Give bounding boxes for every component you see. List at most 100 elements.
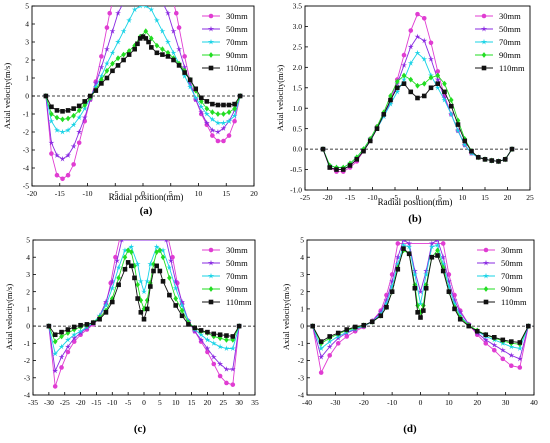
y-tick-label: -2 <box>298 356 304 365</box>
data-point-110mm <box>125 260 131 265</box>
data-point-50mm <box>326 343 333 350</box>
x-tick-label: 40 <box>530 398 538 407</box>
legend-marker <box>483 286 489 292</box>
data-point-50mm <box>115 10 121 16</box>
data-point-50mm <box>71 335 78 341</box>
data-point-30mm <box>428 40 434 46</box>
data-point-110mm <box>167 292 172 298</box>
data-point-50mm <box>58 354 65 360</box>
data-point-30mm <box>224 380 229 386</box>
data-point-70mm <box>220 119 227 126</box>
data-point-110mm <box>388 97 393 103</box>
data-point-30mm <box>408 28 414 33</box>
data-point-30mm <box>483 341 489 346</box>
data-point-90mm <box>143 28 149 35</box>
data-point-30mm <box>76 140 82 146</box>
data-point-90mm <box>76 107 82 114</box>
data-point-50mm <box>52 367 59 374</box>
data-point-30mm <box>210 133 215 138</box>
data-point-70mm <box>210 340 217 346</box>
data-point-70mm <box>209 116 216 122</box>
y-tick-label: 5 <box>25 2 29 11</box>
x-tick-label: 30 <box>235 398 243 407</box>
data-point-110mm <box>236 323 242 329</box>
x-tick-label: 0 <box>142 398 146 407</box>
data-point-110mm <box>149 45 154 50</box>
data-point-50mm <box>204 345 211 352</box>
legend-label: 30mm <box>499 11 521 21</box>
data-point-90mm <box>394 78 400 85</box>
data-point-110mm <box>52 332 58 338</box>
x-tick-label: -5 <box>392 193 398 202</box>
data-point-30mm <box>211 361 217 367</box>
data-point-90mm <box>132 42 137 49</box>
data-point-110mm <box>121 57 126 63</box>
data-point-50mm <box>335 335 342 341</box>
data-point-110mm <box>406 251 412 257</box>
data-point-50mm <box>170 28 177 34</box>
data-point-50mm <box>394 254 401 260</box>
data-point-110mm <box>500 337 506 343</box>
y-tick-label: 2 <box>300 287 304 296</box>
legend-marker <box>208 286 214 292</box>
data-point-110mm <box>327 165 333 170</box>
series-line-30mm <box>322 13 513 173</box>
y-tick-label: 5 <box>26 236 30 245</box>
legend-marker <box>481 65 487 71</box>
data-point-30mm <box>217 373 223 379</box>
data-point-110mm <box>526 323 531 329</box>
data-point-50mm <box>423 267 430 274</box>
y-axis-label: Axial velocity(m/s) <box>4 284 14 351</box>
x-tick-label: 25 <box>220 398 228 407</box>
data-point-70mm <box>417 300 424 307</box>
data-point-110mm <box>347 163 353 168</box>
data-point-50mm <box>457 309 464 315</box>
data-point-70mm <box>170 49 177 56</box>
data-point-30mm <box>165 234 170 239</box>
data-point-90mm <box>154 249 159 255</box>
data-point-110mm <box>84 322 90 327</box>
data-point-30mm <box>176 25 182 30</box>
legend-marker <box>483 259 489 266</box>
data-point-70mm <box>137 278 144 284</box>
data-point-90mm <box>60 116 65 123</box>
data-point-30mm <box>59 365 64 370</box>
x-tick-label: -40 <box>302 398 312 407</box>
series-line-70mm <box>312 244 529 350</box>
data-point-110mm <box>126 52 132 57</box>
data-point-50mm <box>119 240 124 243</box>
data-point-30mm <box>226 133 232 138</box>
legend-label: 90mm <box>226 50 248 60</box>
data-point-90mm <box>421 302 426 309</box>
data-point-70mm <box>153 17 160 23</box>
data-point-110mm <box>221 102 226 108</box>
data-point-110mm <box>482 157 488 162</box>
data-point-50mm <box>59 155 66 162</box>
data-point-50mm <box>401 240 406 243</box>
data-point-110mm <box>374 126 380 131</box>
data-point-110mm <box>435 81 441 86</box>
data-point-90mm <box>428 74 434 81</box>
data-point-50mm <box>203 119 210 126</box>
data-point-30mm <box>113 254 118 260</box>
data-point-90mm <box>116 274 121 281</box>
data-point-50mm <box>214 128 221 135</box>
data-point-70mm <box>428 243 435 250</box>
data-point-90mm <box>52 338 58 345</box>
data-point-90mm <box>221 111 226 117</box>
data-point-110mm <box>232 101 237 107</box>
data-point-70mm <box>70 121 77 128</box>
data-point-50mm <box>428 240 435 246</box>
data-point-110mm <box>361 322 367 328</box>
data-point-50mm <box>209 127 216 133</box>
data-point-70mm <box>407 60 414 66</box>
data-point-110mm <box>179 313 185 319</box>
data-point-110mm <box>421 308 426 313</box>
data-point-50mm <box>451 297 458 303</box>
data-point-110mm <box>90 320 96 325</box>
data-point-110mm <box>192 325 198 331</box>
legend-label: 110mm <box>226 63 252 73</box>
data-point-50mm <box>92 80 99 86</box>
data-point-70mm <box>181 73 188 79</box>
